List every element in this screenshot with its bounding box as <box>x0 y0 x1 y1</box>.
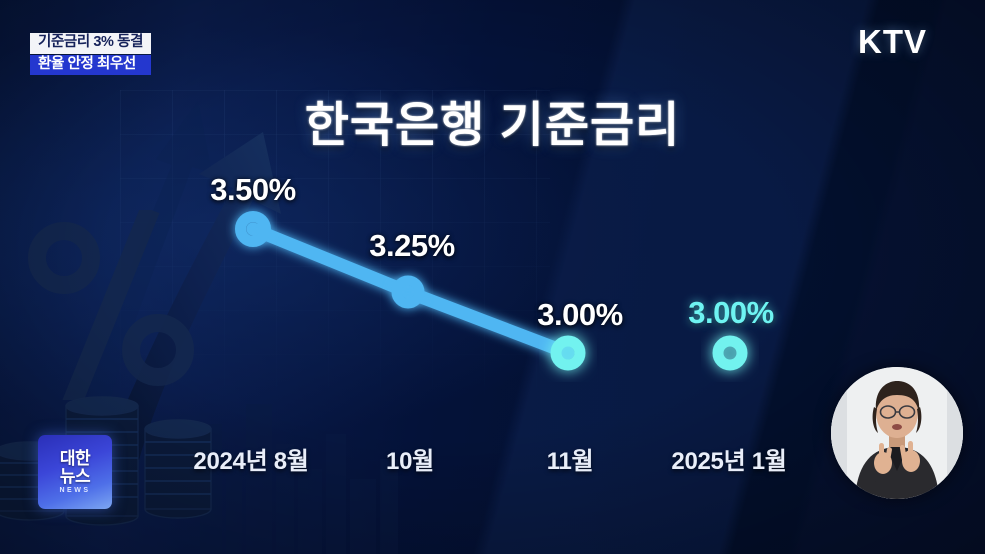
sign-language-interpreter-figure <box>831 367 963 499</box>
background-arrow-secondary <box>80 101 212 425</box>
channel-logo: KTV <box>858 23 927 60</box>
station-logo-line2: 뉴스 <box>59 467 91 486</box>
station-logo-line1: 대한 <box>59 449 91 468</box>
data-label-3: 3.00% <box>537 297 623 332</box>
chart-x-axis: 2024년 8월 10월 11월 2025년 1월 <box>0 441 985 481</box>
page-title: 한국은행 기준금리 <box>304 99 681 152</box>
data-label-4: 3.00% <box>688 295 774 330</box>
breaking-news-banner: 기준금리 3% 동결 환율 안정 최우선 <box>30 33 152 76</box>
x-tick-2: 10월 <box>386 448 434 475</box>
x-tick-4: 2025년 1월 <box>671 448 787 475</box>
background-percent-symbol <box>28 210 194 400</box>
x-tick-1: 2024년 8월 <box>193 448 309 475</box>
data-label-2: 3.25% <box>369 228 455 263</box>
station-logo: 대한 뉴스 NEWS <box>38 435 112 509</box>
banner-subline: 환율 안정 최우선 <box>30 54 152 76</box>
background-skyline <box>200 404 398 554</box>
sign-language-interpreter <box>831 367 963 499</box>
banner-headline: 기준금리 3% 동결 <box>30 33 152 54</box>
data-label-1: 3.50% <box>210 172 296 207</box>
station-logo-en: NEWS <box>59 487 91 494</box>
x-tick-3: 11월 <box>546 448 594 475</box>
